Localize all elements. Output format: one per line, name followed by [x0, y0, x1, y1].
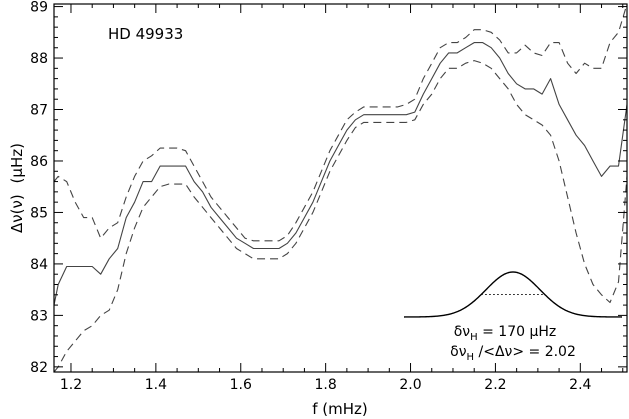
- profile-curve: [403, 271, 623, 318]
- y-axis-title-main: Δν(ν): [8, 194, 26, 233]
- svg-text:Δν(ν) (μHz): Δν(ν) (μHz): [8, 143, 26, 233]
- star-label: HD 49933: [108, 25, 183, 43]
- profile-formula-1-rest: = 170 μHz: [478, 324, 557, 340]
- series-layer: [53, 3, 628, 373]
- y-tick-label: 85: [30, 205, 48, 221]
- y-tick-label: 89: [30, 0, 48, 16]
- y-tick-label: 84: [30, 257, 48, 273]
- y-tick-label: 86: [30, 154, 48, 170]
- series-line-dashed-1: [53, 3, 628, 242]
- x-tick-label: 2.4: [569, 377, 591, 393]
- y-axis-title: Δν(ν) (μHz): [8, 143, 26, 233]
- series-line-dashed-2: [53, 60, 628, 373]
- profile-formula-1: δνH = 170 μHz: [454, 324, 557, 343]
- profile-formula-2-symbol: δν: [450, 344, 467, 360]
- profile-formula-2: δνH /<Δν> = 2.02: [450, 344, 576, 363]
- profile-formula-1-sub: H: [470, 332, 478, 343]
- y-axis-title-unit: (μHz): [8, 143, 26, 183]
- y-tick-label: 88: [30, 51, 48, 67]
- y-tick-label: 82: [30, 360, 48, 376]
- x-tick-label: 2.2: [484, 377, 506, 393]
- profile-inset: [403, 271, 623, 318]
- profile-formula-2-sub: H: [467, 352, 475, 363]
- y-tick-label: 83: [30, 308, 48, 324]
- plot-frame: [53, 3, 628, 373]
- y-tick-label: 87: [30, 103, 48, 119]
- tick-layer: 1.2 1.4 1.6 1.8 2.0 2.2 2.4 82 83 84 85 86 87 88 89: [30, 0, 627, 393]
- x-tick-label: 1.4: [145, 377, 167, 393]
- x-tick-label: 1.2: [60, 377, 82, 393]
- x-axis-title: f (mHz): [312, 400, 368, 418]
- profile-formula-1-symbol: δν: [454, 324, 471, 340]
- series-line-mean: [53, 42, 628, 306]
- x-tick-label: 1.8: [315, 377, 337, 393]
- x-tick-label: 2.0: [399, 377, 421, 393]
- x-tick-label: 1.6: [230, 377, 252, 393]
- profile-formula-2-rest: /<Δν> = 2.02: [474, 344, 576, 360]
